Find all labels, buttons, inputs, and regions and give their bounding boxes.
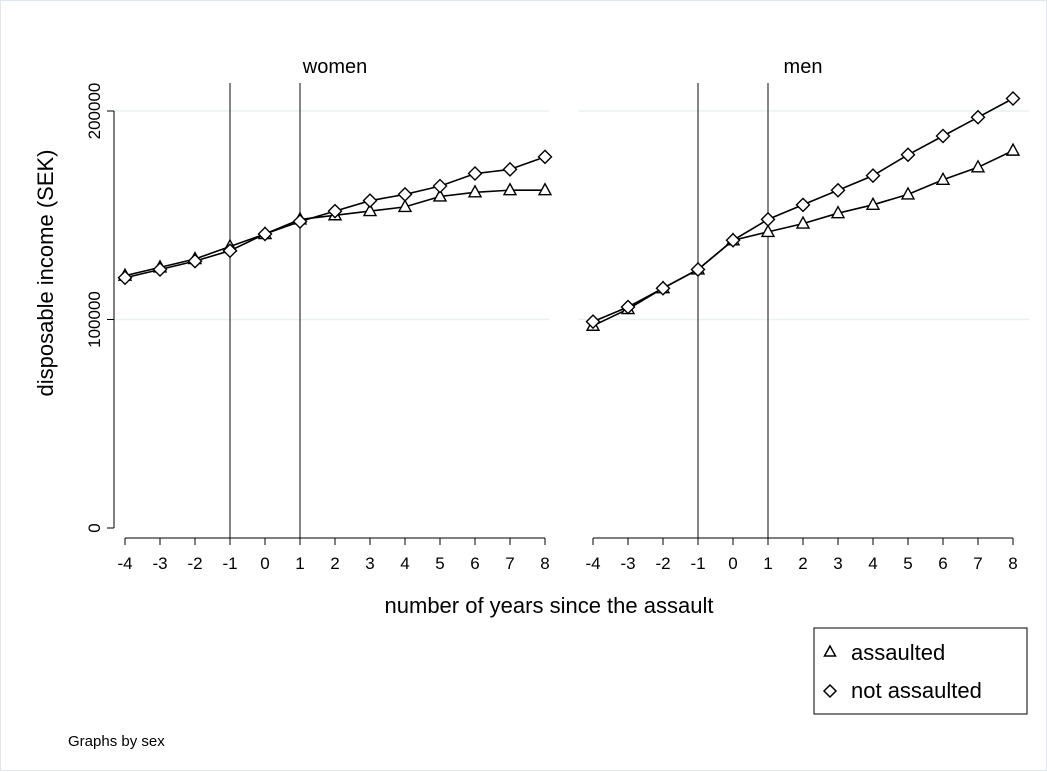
data-point-diamond	[655, 280, 671, 296]
x-tick-label: 7	[973, 554, 982, 573]
data-point-diamond	[292, 214, 308, 229]
data-point-triangle	[362, 203, 378, 217]
y-tick-label: 200000	[85, 83, 104, 140]
x-tick-label: 8	[1008, 554, 1017, 573]
data-point-triangle	[432, 188, 448, 202]
x-tick-label: 5	[435, 554, 444, 573]
reference-lines	[229, 83, 769, 538]
x-tick-label: 6	[470, 554, 479, 573]
data-point-diamond	[117, 270, 133, 286]
legend: assaulted not assaulted	[813, 627, 1028, 715]
data-point-diamond	[690, 261, 706, 277]
data-point-diamond	[257, 226, 273, 242]
data-point-diamond	[152, 261, 168, 277]
series-not-assaulted-men	[585, 91, 1021, 330]
data-point-triangle	[502, 182, 518, 196]
series	[117, 91, 1021, 331]
x-tick-label: -2	[655, 554, 670, 573]
data-point-triangle	[760, 223, 776, 238]
data-point-diamond	[620, 299, 636, 315]
x-tick-label: 2	[798, 554, 807, 573]
x-tick-label: -3	[620, 554, 635, 573]
data-point-triangle	[970, 159, 986, 173]
data-point-diamond	[327, 203, 343, 219]
axes: -4 -3 -2 -1 0 1 2 3 4 5 6 7 8 0 100000 200000 -4 -3 -2 -1 0 1…	[85, 83, 1018, 573]
data-point-triangle	[830, 205, 846, 219]
x-tick-label: 1	[763, 554, 772, 573]
x-tick-label: 1	[295, 554, 304, 573]
gridlines	[114, 110, 1029, 321]
data-point-diamond	[725, 232, 741, 248]
data-point-triangle	[795, 215, 811, 229]
series-line	[592, 149, 1014, 327]
x-tick-label: 3	[833, 554, 842, 573]
legend-entry-assaulted: assaulted	[851, 640, 945, 665]
x-tick-label: 2	[330, 554, 339, 573]
x-tick-label: 0	[728, 554, 737, 573]
x-tick-label: 4	[400, 554, 409, 573]
data-point-triangle	[467, 184, 483, 198]
x-tick-label: 8	[540, 554, 549, 573]
x-tick-label: -4	[117, 554, 132, 573]
y-tick-label: 100000	[85, 291, 104, 348]
x-tick-label: 5	[903, 554, 912, 573]
data-point-triangle	[537, 182, 553, 196]
legend-marker-triangle-icon	[823, 644, 837, 657]
x-tick-label: 6	[938, 554, 947, 573]
data-point-triangle	[1005, 142, 1021, 156]
data-point-diamond	[795, 197, 811, 213]
y-tick-label: 0	[85, 523, 104, 532]
data-point-triangle	[397, 198, 413, 213]
data-point-triangle	[935, 171, 951, 186]
x-tick-label: 7	[505, 554, 514, 573]
legend-entry-not-assaulted: not assaulted	[851, 678, 982, 703]
data-point-diamond	[502, 161, 518, 177]
panel-titles: women men	[302, 56, 823, 78]
data-point-diamond	[467, 166, 483, 182]
x-tick-label: 0	[260, 554, 269, 573]
series-assaulted-women	[117, 182, 553, 281]
data-point-triangle	[900, 186, 916, 200]
graphs-by-note: Graphs by sex	[68, 733, 165, 750]
x-axis-label: number of years since the assault	[385, 593, 714, 618]
y-axis-label: disposable income (SEK)	[33, 149, 58, 396]
data-point-diamond	[830, 182, 846, 198]
panel-title-women: women	[302, 56, 367, 78]
legend-box	[813, 627, 1028, 715]
data-point-diamond	[585, 314, 601, 330]
series-assaulted-men	[585, 142, 1021, 331]
data-point-diamond	[362, 193, 378, 209]
data-point-triangle	[865, 196, 881, 211]
data-point-diamond	[187, 253, 203, 269]
x-tick-label: 4	[868, 554, 877, 573]
panel-title-men: men	[784, 56, 823, 78]
data-point-diamond	[222, 243, 238, 259]
data-point-diamond	[900, 147, 916, 163]
data-point-diamond	[537, 149, 553, 165]
x-tick-label: -1	[222, 554, 237, 573]
x-tick-label: 3	[365, 554, 374, 573]
series-not-assaulted-women	[117, 149, 553, 286]
x-tick-label: -2	[187, 554, 202, 573]
x-tick-label: -3	[152, 554, 167, 573]
data-point-diamond	[432, 178, 448, 194]
data-point-diamond	[397, 186, 413, 202]
data-point-diamond	[970, 109, 986, 125]
x-tick-label: -4	[585, 554, 600, 573]
x-tick-label: -1	[690, 554, 705, 573]
data-point-diamond	[935, 128, 951, 144]
legend-marker-diamond-icon	[822, 683, 838, 699]
data-point-diamond	[865, 168, 881, 184]
data-point-diamond	[760, 211, 776, 227]
data-point-diamond	[1005, 91, 1021, 106]
